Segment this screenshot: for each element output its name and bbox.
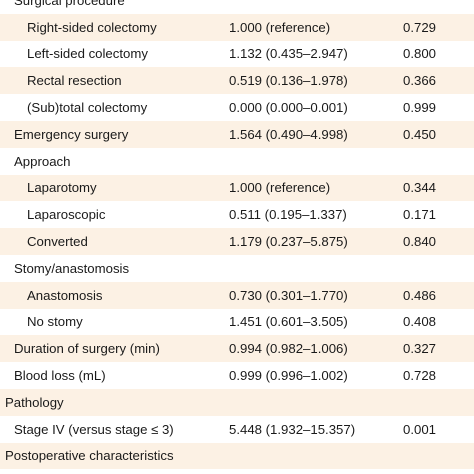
row-label: Emergency surgery <box>14 126 129 142</box>
table-row: Left-sided colectomy 1.132 (0.435–2.947) 0… <box>0 41 474 68</box>
row-label: Stomy/anastomosis <box>14 260 130 276</box>
p-value: 0.999 <box>403 100 437 116</box>
row-label: Approach <box>14 153 71 169</box>
odds-ratio-ci: 0.999 (0.996–1.002) <box>229 368 348 384</box>
row-label: Rectal resection <box>27 73 122 89</box>
odds-ratio-ci: 0.511 (0.195–1.337) <box>229 207 347 223</box>
p-value: 0.450 <box>403 126 437 142</box>
odds-ratio-ci: 1.000 (reference) <box>229 180 331 196</box>
table-row: Stomy/anastomosis <box>0 255 474 282</box>
row-label: Surgical procedure <box>14 0 125 8</box>
row-label: Pathology <box>5 394 64 410</box>
table-row: Surgical procedure <box>0 0 474 14</box>
table-row: Stage IV (versus stage ≤ 3) 5.448 (1.932–… <box>0 416 474 443</box>
row-label: Anastomosis <box>27 287 103 303</box>
table-row: Emergency surgery 1.564 (0.490–4.998) 0.45… <box>0 121 474 148</box>
row-label: Blood loss (mL) <box>14 368 106 384</box>
table-row: Postoperative characteristics <box>0 442 474 470</box>
p-value: 0.800 <box>403 46 437 62</box>
row-label: Right-sided colectomy <box>27 19 157 35</box>
row-label: Duration of surgery (min) <box>14 341 160 357</box>
p-value: 0.001 <box>403 421 437 437</box>
p-value: 0.486 <box>403 287 437 303</box>
table-row: (Sub)total colectomy 0.000 (0.000–0.001) 0… <box>0 94 474 121</box>
table-row: Duration of surgery (min) 0.994 (0.982–1.… <box>0 335 474 363</box>
odds-ratio-ci: 1.132 (0.435–2.947) <box>229 46 348 62</box>
odds-ratio-ci: 0.519 (0.136–1.978) <box>229 73 348 89</box>
p-value: 0.840 <box>403 234 437 250</box>
p-value: 0.729 <box>403 19 437 35</box>
table-row: Laparoscopic 0.511 (0.195–1.337) 0.171 <box>0 201 474 228</box>
table-row: Right-sided colectomy 1.000 (reference) 0.… <box>0 13 474 41</box>
odds-ratio-ci: 1.000 (reference) <box>229 19 331 35</box>
table-row: Approach <box>0 148 474 175</box>
table-row: Anastomosis 0.730 (0.301–1.770) 0.486 <box>0 281 474 309</box>
odds-ratio-ci: 1.564 (0.490–4.998) <box>229 126 348 142</box>
row-label: No stomy <box>27 314 83 330</box>
odds-ratio-ci: 5.448 (1.932–15.357) <box>229 421 356 437</box>
odds-ratio-ci: 0.730 (0.301–1.770) <box>229 287 348 303</box>
odds-ratio-ci: 0.994 (0.982–1.006) <box>229 341 348 357</box>
table-row: Converted 1.179 (0.237–5.875) 0.840 <box>0 228 474 255</box>
table-row: No stomy 1.451 (0.601–3.505) 0.408 <box>0 309 474 336</box>
odds-ratio-ci: 1.179 (0.237–5.875) <box>229 234 348 250</box>
table-row: Blood loss (mL) 0.999 (0.996–1.002) 0.728 <box>0 362 474 389</box>
p-value: 0.408 <box>403 314 437 330</box>
row-label: Converted <box>27 234 88 250</box>
row-label: Postoperative characteristics <box>5 448 174 464</box>
row-label: Laparotomy <box>27 180 97 196</box>
odds-ratio-ci: 1.451 (0.601–3.505) <box>229 314 348 330</box>
table-row: Laparotomy 1.000 (reference) 0.344 <box>0 174 474 202</box>
p-value: 0.327 <box>403 341 437 357</box>
row-label: Laparoscopic <box>27 207 106 223</box>
p-value: 0.728 <box>403 368 437 384</box>
odds-ratio-ci: 0.000 (0.000–0.001) <box>229 100 348 116</box>
row-label: Left-sided colectomy <box>27 46 148 62</box>
table-row: Pathology <box>0 389 474 416</box>
row-label: Stage IV (versus stage ≤ 3) <box>14 421 174 437</box>
p-value: 0.344 <box>403 180 437 196</box>
p-value: 0.366 <box>403 73 437 89</box>
p-value: 0.171 <box>403 207 437 223</box>
row-label: (Sub)total colectomy <box>27 100 148 116</box>
table-row: Rectal resection 0.519 (0.136–1.978) 0.366 <box>0 67 474 95</box>
